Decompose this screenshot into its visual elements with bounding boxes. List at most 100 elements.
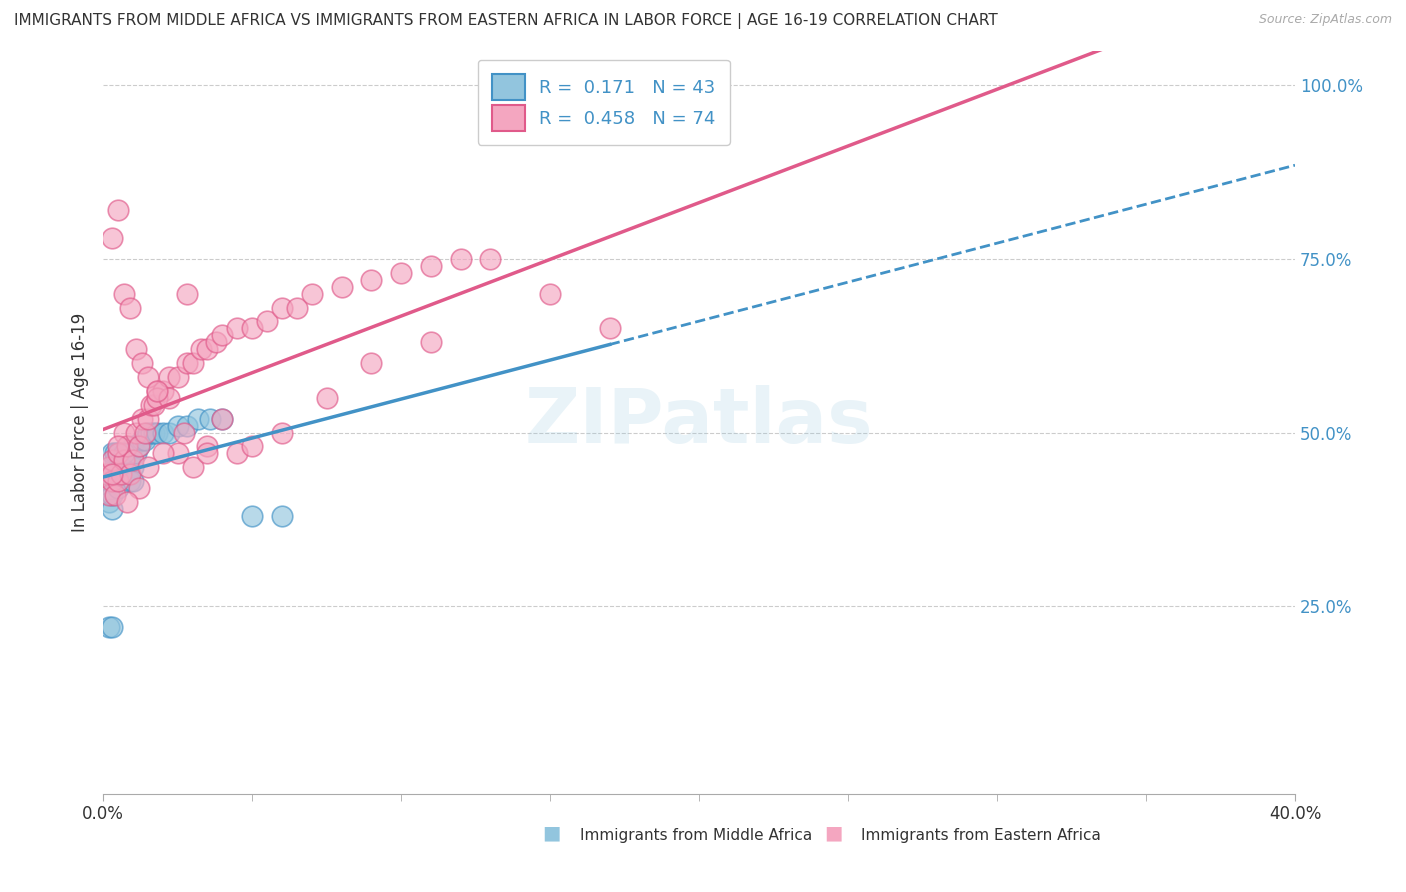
Point	[101, 620, 124, 634]
Point	[104, 446, 127, 460]
Point	[226, 446, 249, 460]
Point	[187, 411, 209, 425]
Legend: R =  0.171   N = 43, R =  0.458   N = 74: R = 0.171 N = 43, R = 0.458 N = 74	[478, 60, 730, 145]
Text: IMMIGRANTS FROM MIDDLE AFRICA VS IMMIGRANTS FROM EASTERN AFRICA IN LABOR FORCE |: IMMIGRANTS FROM MIDDLE AFRICA VS IMMIGRA…	[14, 13, 998, 29]
Point	[181, 460, 204, 475]
Point	[145, 425, 167, 440]
Point	[122, 474, 145, 488]
Point	[197, 446, 219, 460]
Text: Source: ZipAtlas.com: Source: ZipAtlas.com	[1258, 13, 1392, 27]
Point	[122, 453, 145, 467]
Point	[98, 488, 121, 502]
Point	[139, 398, 162, 412]
Point	[226, 321, 249, 335]
Point	[107, 203, 129, 218]
Point	[104, 474, 127, 488]
Point	[205, 335, 228, 350]
Point	[240, 508, 263, 523]
Point	[166, 370, 188, 384]
Point	[107, 474, 129, 488]
Point	[419, 335, 441, 350]
Point	[176, 286, 198, 301]
Point	[157, 425, 180, 440]
Point	[128, 481, 150, 495]
Point	[285, 301, 308, 315]
Point	[125, 343, 148, 357]
Point	[166, 446, 188, 460]
Point	[256, 314, 278, 328]
Point	[98, 620, 121, 634]
Point	[101, 231, 124, 245]
Point	[211, 411, 233, 425]
Point	[197, 440, 219, 454]
Point	[157, 391, 180, 405]
Point	[94, 467, 117, 482]
Point	[115, 467, 138, 482]
Point	[152, 446, 174, 460]
Point	[240, 321, 263, 335]
Point	[139, 425, 162, 440]
Point	[115, 440, 138, 454]
Point	[107, 446, 129, 460]
Point	[211, 411, 233, 425]
Point	[360, 356, 382, 370]
Point	[301, 286, 323, 301]
Point	[134, 425, 156, 440]
Point	[110, 467, 132, 482]
Point	[479, 252, 502, 266]
Point	[98, 460, 121, 475]
Point	[145, 391, 167, 405]
Point	[112, 446, 135, 460]
Point	[166, 418, 188, 433]
Point	[131, 356, 153, 370]
Point	[197, 343, 219, 357]
Point	[200, 411, 222, 425]
Point	[142, 398, 165, 412]
Point	[112, 453, 135, 467]
Point	[122, 440, 145, 454]
Point	[176, 418, 198, 433]
Point	[181, 356, 204, 370]
Point	[112, 425, 135, 440]
Point	[110, 446, 132, 460]
Point	[173, 425, 195, 440]
Point	[136, 425, 159, 440]
Point	[128, 440, 150, 454]
Point	[104, 453, 127, 467]
Point	[98, 495, 121, 509]
Point	[128, 440, 150, 454]
Point	[110, 460, 132, 475]
Point	[112, 286, 135, 301]
Point	[118, 301, 141, 315]
Point	[271, 301, 294, 315]
Point	[190, 343, 212, 357]
Point	[145, 384, 167, 398]
Text: ■: ■	[824, 824, 842, 843]
Point	[118, 474, 141, 488]
Point	[240, 440, 263, 454]
Text: ■: ■	[543, 824, 561, 843]
Point	[118, 467, 141, 482]
Point	[112, 453, 135, 467]
Point	[360, 273, 382, 287]
Point	[145, 384, 167, 398]
Point	[136, 370, 159, 384]
Point	[115, 495, 138, 509]
Point	[142, 425, 165, 440]
Point	[389, 266, 412, 280]
Point	[271, 425, 294, 440]
Text: Immigrants from Middle Africa: Immigrants from Middle Africa	[581, 828, 813, 843]
Point	[157, 370, 180, 384]
Point	[136, 411, 159, 425]
Point	[107, 440, 129, 454]
Point	[101, 446, 124, 460]
Point	[125, 446, 148, 460]
Point	[152, 425, 174, 440]
Point	[125, 425, 148, 440]
Text: Immigrants from Eastern Africa: Immigrants from Eastern Africa	[860, 828, 1101, 843]
Point	[330, 279, 353, 293]
Point	[118, 453, 141, 467]
Point	[211, 328, 233, 343]
Point	[538, 286, 561, 301]
Point	[122, 460, 145, 475]
